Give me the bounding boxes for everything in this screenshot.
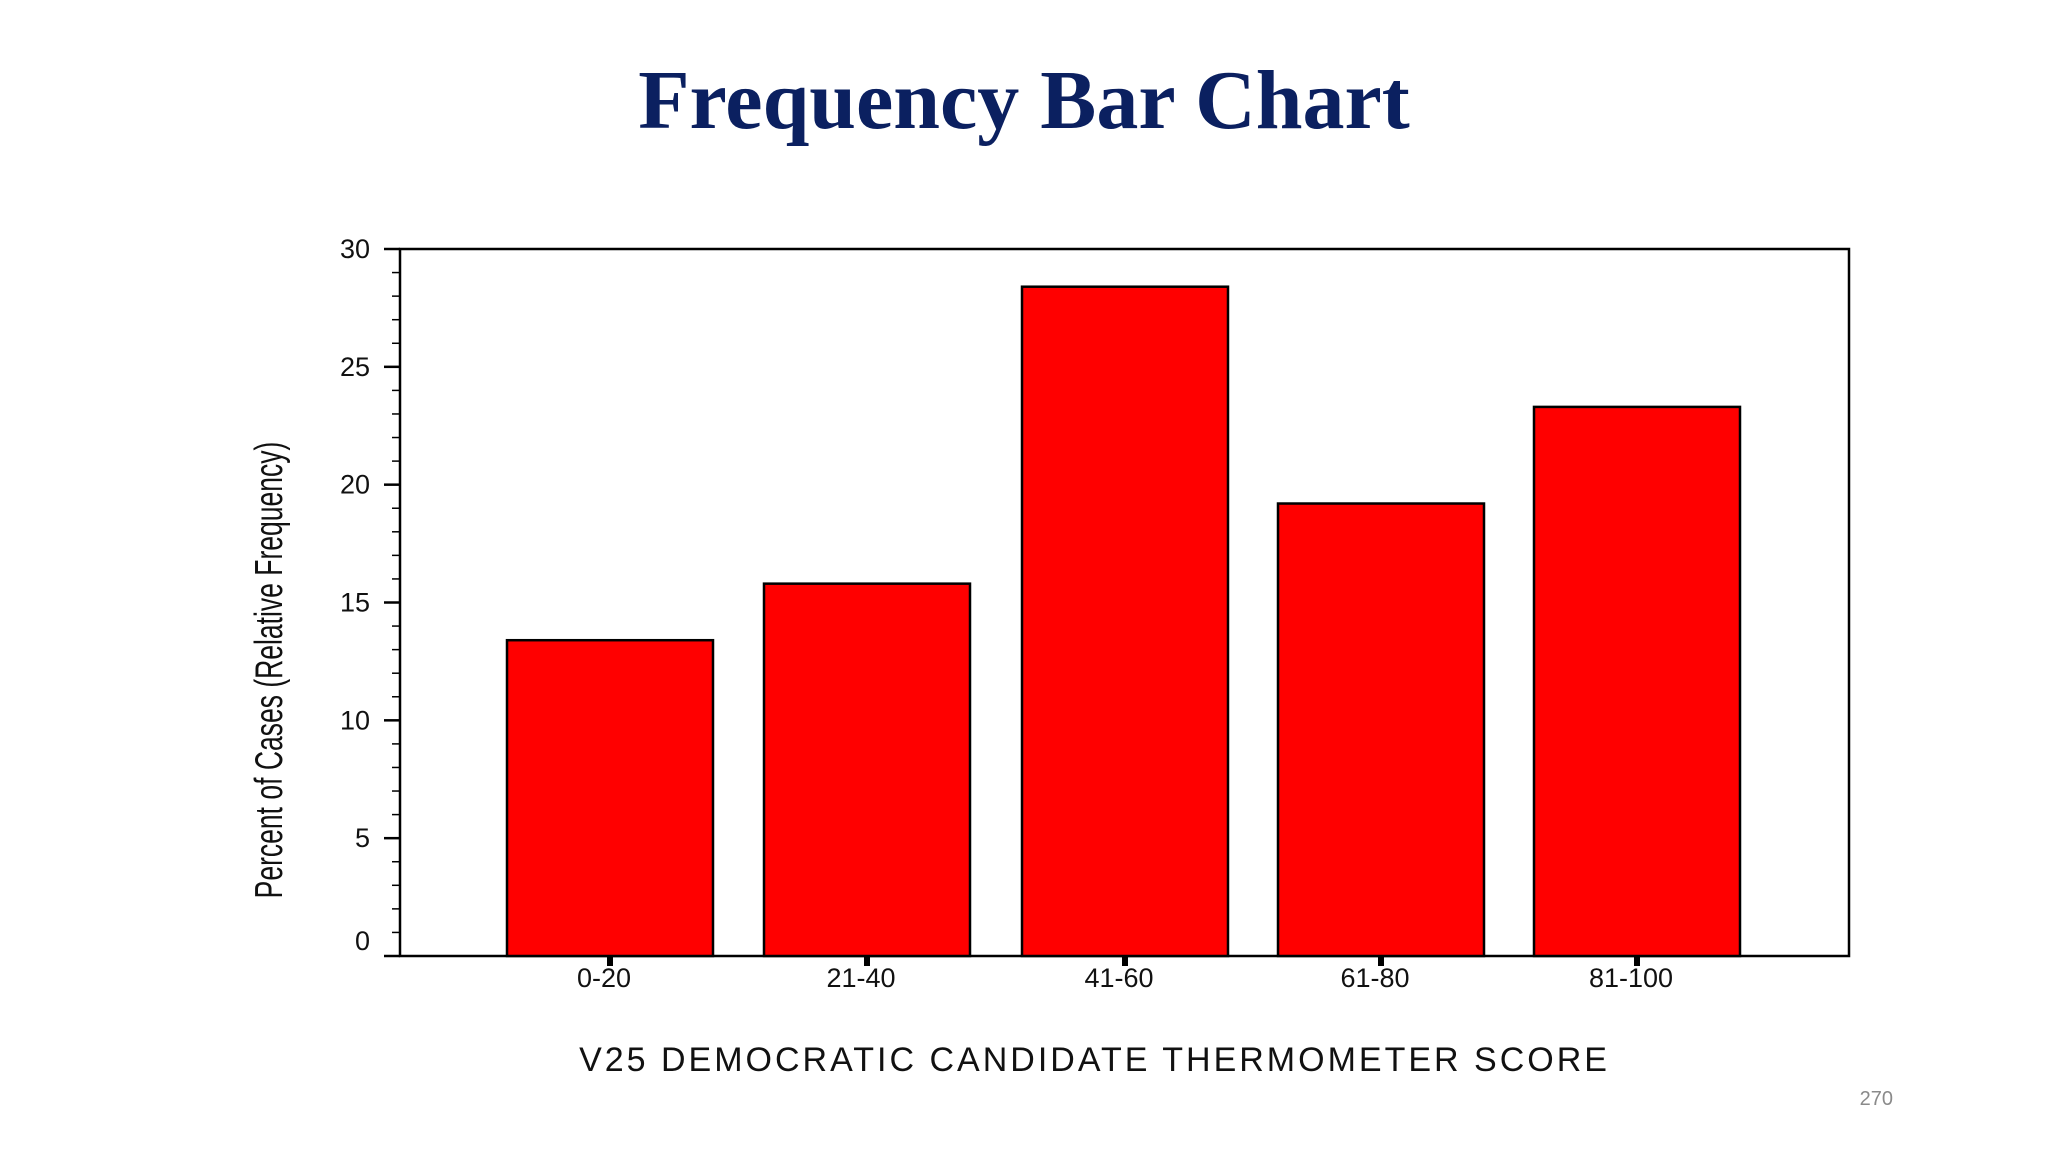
y-axis: 0 5 10 15 20 25 30 (340, 234, 400, 958)
y-tick-label: 10 (340, 705, 370, 735)
y-tick-label: 30 (340, 234, 370, 264)
y-tick-label: 15 (340, 588, 370, 618)
slide-title: Frequency Bar Chart (638, 54, 1410, 147)
x-tick-label-81-100: 81-100 (1589, 963, 1673, 993)
bar-61-80 (1276, 502, 1486, 958)
x-tick-label-41-60: 41-60 (1084, 963, 1153, 993)
y-tick-label: 5 (355, 823, 370, 853)
x-tick-label-0-20: 0-20 (577, 963, 631, 993)
x-tick-label-61-80: 61-80 (1340, 963, 1409, 993)
bar-41-60 (1020, 285, 1230, 958)
y-tick-label: 20 (340, 470, 370, 500)
bar-21-40 (762, 582, 972, 958)
x-axis: 0-20 21-40 41-60 61-80 81-100 (577, 956, 1673, 993)
x-tick-label-21-40: 21-40 (826, 963, 895, 993)
page-number: 270 (1859, 1088, 1893, 1110)
x-axis-title: V25 DEMOCRATIC CANDIDATE THERMOMETER SCO… (579, 1041, 1610, 1079)
bars (505, 285, 1742, 958)
bar-81-100 (1532, 405, 1742, 958)
bar-0-20 (505, 638, 715, 958)
y-tick-label: 0 (355, 926, 370, 956)
y-axis-title: Percent of Cases (Relative Frequency) (248, 442, 291, 899)
y-tick-label: 25 (340, 352, 370, 382)
